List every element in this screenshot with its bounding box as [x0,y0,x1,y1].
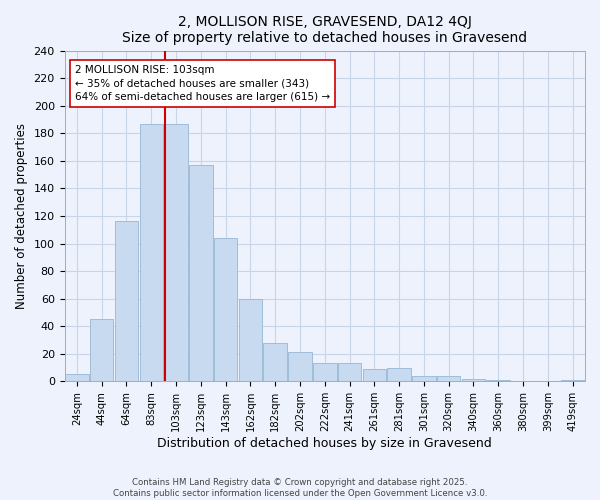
Y-axis label: Number of detached properties: Number of detached properties [15,123,28,309]
Bar [239,298,262,382]
Text: Contains HM Land Registry data © Crown copyright and database right 2025.
Contai: Contains HM Land Registry data © Crown c… [113,478,487,498]
Bar [189,165,212,382]
Bar [115,222,138,382]
Bar [263,343,287,382]
Bar [388,368,411,382]
Bar [461,378,485,382]
Text: 2 MOLLISON RISE: 103sqm
← 35% of detached houses are smaller (343)
64% of semi-d: 2 MOLLISON RISE: 103sqm ← 35% of detache… [75,66,330,102]
Bar [412,376,436,382]
Bar [561,380,584,382]
Bar [437,376,460,382]
Title: 2, MOLLISON RISE, GRAVESEND, DA12 4QJ
Size of property relative to detached hous: 2, MOLLISON RISE, GRAVESEND, DA12 4QJ Si… [122,15,527,45]
X-axis label: Distribution of detached houses by size in Gravesend: Distribution of detached houses by size … [157,437,492,450]
Bar [313,364,337,382]
Bar [487,380,510,382]
Bar [164,124,188,382]
Bar [288,352,312,382]
Bar [140,124,163,382]
Bar [214,238,238,382]
Bar [65,374,89,382]
Bar [90,320,113,382]
Bar [338,364,361,382]
Bar [362,369,386,382]
